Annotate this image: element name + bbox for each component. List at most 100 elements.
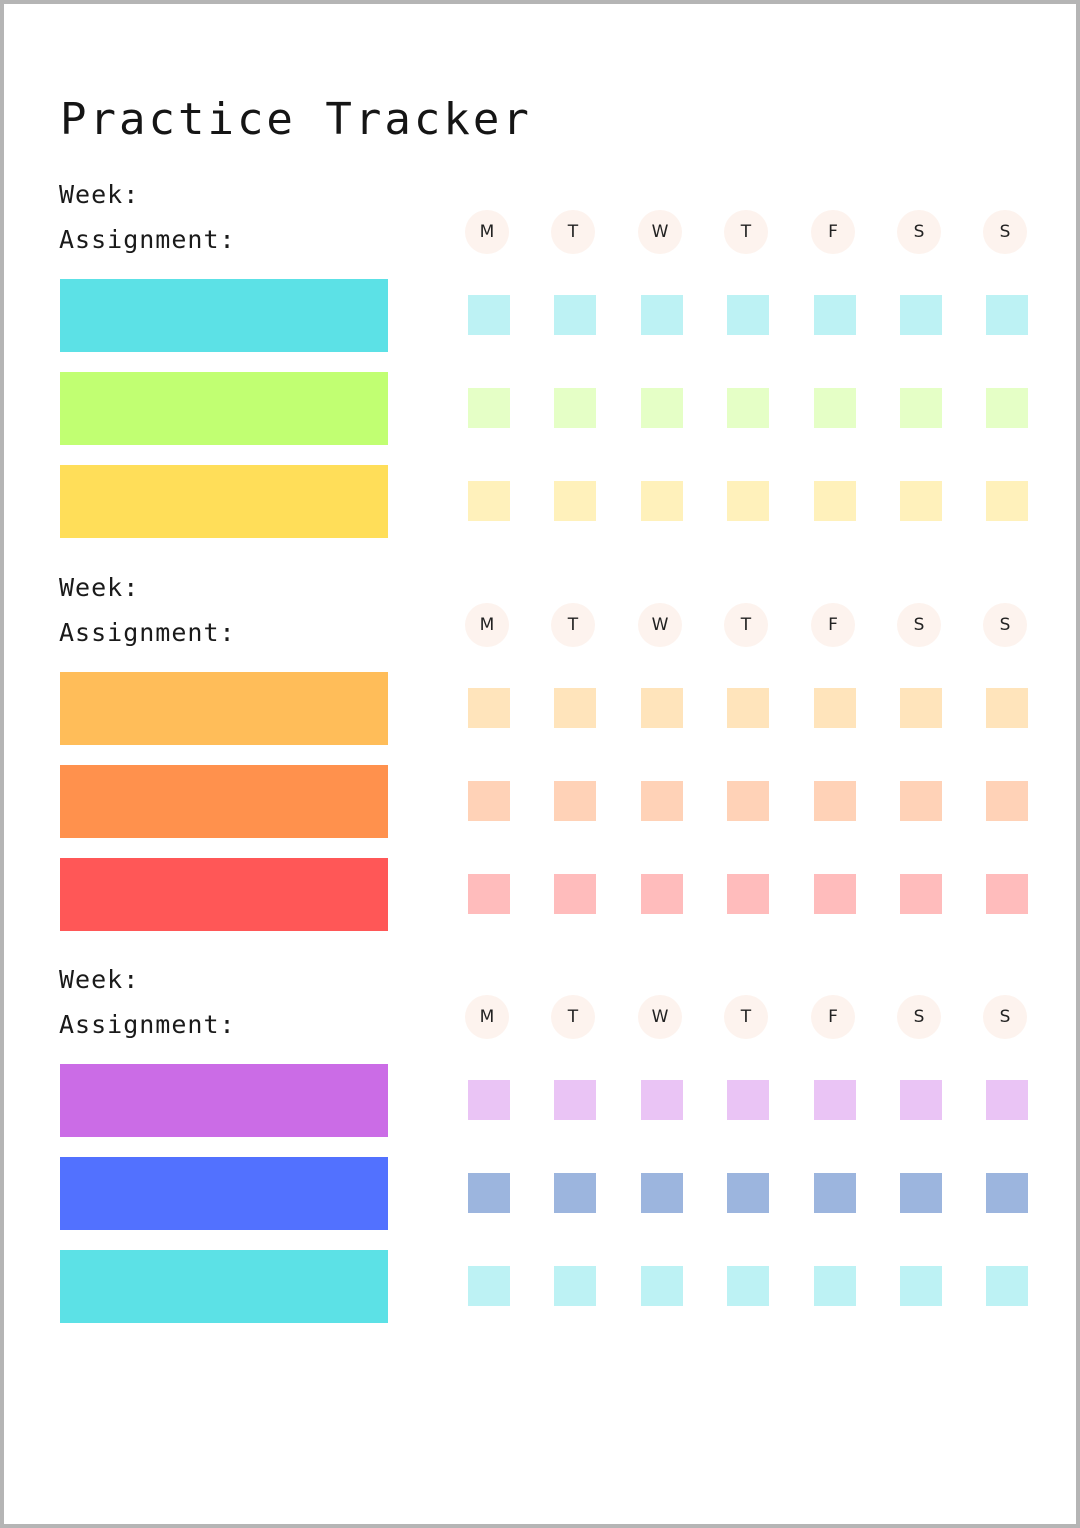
day-checkbox[interactable] xyxy=(641,388,683,428)
day-checkbox[interactable] xyxy=(986,388,1028,428)
day-checkbox[interactable] xyxy=(727,688,769,728)
day-checkbox[interactable] xyxy=(554,781,596,821)
day-header: S xyxy=(983,995,1027,1039)
day-checkbox[interactable] xyxy=(986,688,1028,728)
day-checkbox[interactable] xyxy=(468,1266,510,1306)
assignment-bar[interactable] xyxy=(60,1064,388,1137)
day-checkbox[interactable] xyxy=(986,1173,1028,1213)
day-checkbox[interactable] xyxy=(641,1173,683,1213)
week-label: Week: xyxy=(59,965,140,994)
day-checkbox[interactable] xyxy=(727,1080,769,1120)
day-checkbox[interactable] xyxy=(986,1266,1028,1306)
day-checkbox[interactable] xyxy=(554,688,596,728)
day-checkbox[interactable] xyxy=(554,1173,596,1213)
assignment-bar[interactable] xyxy=(60,765,388,838)
day-header: M xyxy=(465,603,509,647)
day-checkbox[interactable] xyxy=(468,874,510,914)
assignment-label: Assignment: xyxy=(59,1010,236,1039)
day-checkbox[interactable] xyxy=(554,295,596,335)
day-checkbox[interactable] xyxy=(900,1080,942,1120)
day-checkbox[interactable] xyxy=(468,1173,510,1213)
day-checkbox[interactable] xyxy=(986,481,1028,521)
assignment-bar[interactable] xyxy=(60,1157,388,1230)
day-header: F xyxy=(811,603,855,647)
day-checkbox[interactable] xyxy=(641,874,683,914)
day-checkbox[interactable] xyxy=(554,874,596,914)
day-checkbox[interactable] xyxy=(727,295,769,335)
day-checkbox[interactable] xyxy=(900,781,942,821)
day-checkbox[interactable] xyxy=(900,1266,942,1306)
day-checkbox[interactable] xyxy=(900,295,942,335)
day-checkbox[interactable] xyxy=(727,388,769,428)
assignment-label: Assignment: xyxy=(59,618,236,647)
day-checkbox[interactable] xyxy=(468,295,510,335)
day-checkbox[interactable] xyxy=(814,874,856,914)
assignment-bar[interactable] xyxy=(60,465,388,538)
day-checkbox[interactable] xyxy=(900,388,942,428)
day-checkbox[interactable] xyxy=(814,1266,856,1306)
assignment-bar[interactable] xyxy=(60,672,388,745)
day-checkbox[interactable] xyxy=(727,1266,769,1306)
day-checkbox[interactable] xyxy=(986,1080,1028,1120)
day-header: S xyxy=(897,603,941,647)
day-checkbox[interactable] xyxy=(554,481,596,521)
day-checkbox[interactable] xyxy=(727,481,769,521)
day-header: W xyxy=(638,603,682,647)
day-header: S xyxy=(983,603,1027,647)
day-header: T xyxy=(724,210,768,254)
day-checkbox[interactable] xyxy=(814,688,856,728)
day-header: T xyxy=(551,603,595,647)
day-checkbox[interactable] xyxy=(814,1080,856,1120)
day-header: T xyxy=(724,995,768,1039)
day-header: W xyxy=(638,210,682,254)
day-header: T xyxy=(551,995,595,1039)
day-checkbox[interactable] xyxy=(814,1173,856,1213)
day-checkbox[interactable] xyxy=(641,781,683,821)
day-checkbox[interactable] xyxy=(900,688,942,728)
day-checkbox[interactable] xyxy=(727,1173,769,1213)
assignment-bar[interactable] xyxy=(60,1250,388,1323)
day-checkbox[interactable] xyxy=(727,781,769,821)
day-checkbox[interactable] xyxy=(468,688,510,728)
day-checkbox[interactable] xyxy=(986,295,1028,335)
day-checkbox[interactable] xyxy=(986,874,1028,914)
week-label: Week: xyxy=(59,573,140,602)
day-checkbox[interactable] xyxy=(814,781,856,821)
week-section: Week: Assignment: M T W T F S S xyxy=(4,965,1080,1345)
day-header: F xyxy=(811,210,855,254)
day-header: W xyxy=(638,995,682,1039)
day-checkbox[interactable] xyxy=(554,388,596,428)
day-checkbox[interactable] xyxy=(641,481,683,521)
day-checkbox[interactable] xyxy=(468,1080,510,1120)
day-header: S xyxy=(983,210,1027,254)
day-checkbox[interactable] xyxy=(900,874,942,914)
day-checkbox[interactable] xyxy=(468,481,510,521)
week-section: Week: Assignment: M T W T F S S xyxy=(4,573,1080,953)
day-checkbox[interactable] xyxy=(554,1080,596,1120)
day-checkbox[interactable] xyxy=(814,295,856,335)
day-checkbox[interactable] xyxy=(468,781,510,821)
day-checkbox[interactable] xyxy=(986,781,1028,821)
assignment-bar[interactable] xyxy=(60,279,388,352)
day-checkbox[interactable] xyxy=(900,481,942,521)
page-title: Practice Tracker xyxy=(60,94,532,145)
assignment-label: Assignment: xyxy=(59,225,236,254)
day-checkbox[interactable] xyxy=(641,1080,683,1120)
day-checkbox[interactable] xyxy=(641,295,683,335)
day-checkbox[interactable] xyxy=(554,1266,596,1306)
day-checkbox[interactable] xyxy=(727,874,769,914)
day-checkbox[interactable] xyxy=(900,1173,942,1213)
day-checkbox[interactable] xyxy=(468,388,510,428)
day-checkbox[interactable] xyxy=(814,388,856,428)
week-label: Week: xyxy=(59,180,140,209)
day-header: S xyxy=(897,210,941,254)
day-checkbox[interactable] xyxy=(641,1266,683,1306)
week-section: Week: Assignment: M T W T F S S xyxy=(4,180,1080,560)
assignment-bar[interactable] xyxy=(60,858,388,931)
day-header: S xyxy=(897,995,941,1039)
day-header: T xyxy=(724,603,768,647)
day-checkbox[interactable] xyxy=(814,481,856,521)
assignment-bar[interactable] xyxy=(60,372,388,445)
day-checkbox[interactable] xyxy=(641,688,683,728)
